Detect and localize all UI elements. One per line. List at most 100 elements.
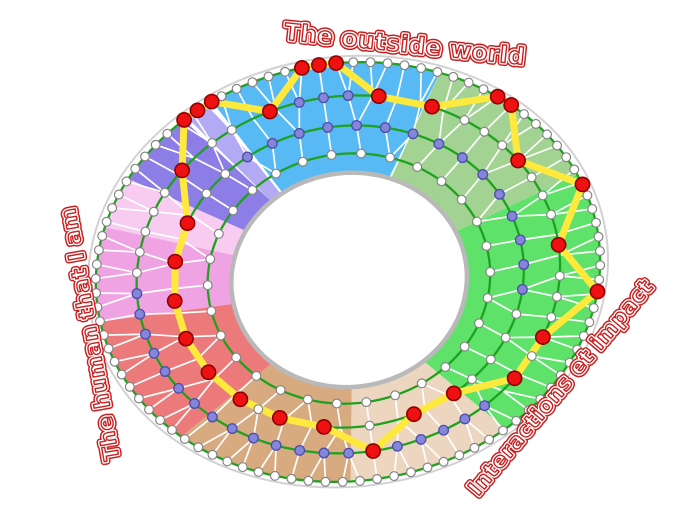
red-node [535,329,551,345]
red-node [174,162,190,179]
red-node [293,60,310,76]
white-node [389,471,400,482]
white-node [590,217,601,228]
white-node [422,462,433,473]
purple-node [270,439,282,451]
purple-node [159,366,171,377]
white-node [144,404,155,415]
white-node [481,241,492,252]
white-node [162,128,173,139]
white-node [479,126,490,137]
red-node [261,103,278,120]
red-node [506,370,523,387]
white-node [552,140,563,151]
white-node [131,267,142,278]
white-node [228,205,239,216]
white-node [201,188,212,199]
white-node [526,172,537,183]
white-node [498,425,509,436]
red-node [271,409,288,426]
mesh-lines [94,61,602,483]
white-node [303,475,314,486]
white-node [535,394,546,405]
red-node [574,176,591,193]
white-node [526,351,537,362]
purple-node [514,234,526,246]
red-node [589,283,606,300]
red-node [510,152,526,169]
white-node [594,246,605,257]
white-node [247,77,258,88]
purple-node [494,188,505,200]
purple-node [438,424,450,436]
red-node [328,55,344,71]
white-node [134,247,145,258]
red-node [503,97,520,113]
white-node [588,303,599,314]
purple-node [318,447,330,459]
white-node [454,450,465,461]
white-node [155,415,166,426]
white-node [500,332,511,343]
red-node [178,330,194,347]
white-node [448,71,459,82]
white-node [150,139,161,150]
purple-node [241,151,253,163]
white-node [578,331,589,342]
white-node [215,330,226,341]
purple-node [459,413,471,425]
white-node [133,393,144,404]
white-node [436,176,447,187]
donut-hole [229,170,470,390]
white-node [121,176,132,187]
white-node [511,415,522,426]
white-node [251,370,262,381]
purple-node [248,432,259,444]
white-node [207,449,218,460]
red-node [405,406,422,423]
red-node [445,385,462,402]
white-node [545,382,556,393]
white-node [354,475,365,486]
red-node [232,391,249,408]
white-node [302,394,313,405]
white-node [320,476,331,487]
sector-wedge-pink [95,227,236,322]
white-node [530,118,541,129]
white-node [271,168,282,179]
white-node [109,356,120,367]
white-node [193,442,204,453]
white-node [130,163,141,174]
purple-node [351,119,363,131]
white-node [97,230,108,241]
red-node [310,57,327,73]
white-node [326,149,337,160]
white-node [253,467,264,478]
white-node [416,63,427,74]
white-node [179,434,190,445]
white-node [469,442,480,453]
purple-node [407,128,419,140]
white-node [113,189,124,200]
white-node [222,456,233,467]
white-node [459,341,470,352]
white-node [593,231,604,242]
purple-node [379,122,391,134]
white-node [459,115,470,126]
purple-node [518,259,530,270]
white-node [405,467,416,478]
purple-node [140,328,151,340]
purple-node [148,347,160,359]
red-node [189,102,206,119]
red-node [315,418,332,435]
outer-rim [86,54,610,489]
white-node [497,140,508,151]
purple-node [266,137,278,149]
white-node [91,288,102,299]
red-node [203,93,220,110]
white-node [456,194,467,205]
white-node [297,156,308,167]
white-node [555,370,566,381]
purple-node [415,433,427,445]
sector-wedge-light-pink [104,178,246,256]
